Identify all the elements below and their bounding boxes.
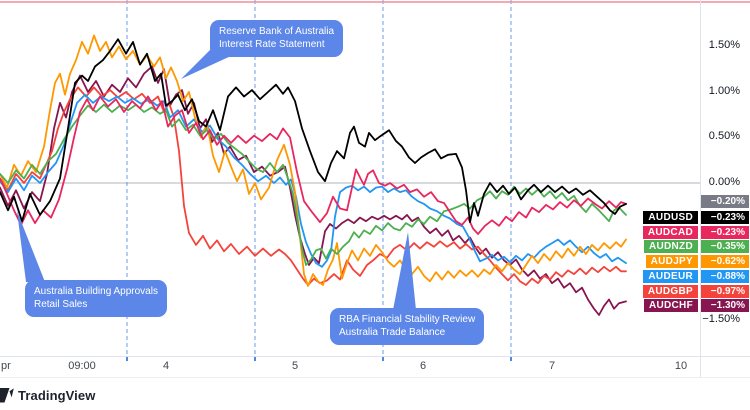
series-line-audjpy[interactable] [0,34,627,287]
callout-line: Reserve Bank of Australia [219,26,335,37]
callout-line: Interest Rate Statement [219,39,325,50]
series-line-audeur[interactable] [0,93,627,268]
legend-symbol-label-audnzd[interactable]: AUDNZD [643,240,698,253]
callout-line: Australia Trade Balance [339,327,446,338]
x-axis-tick-label: 09:00 [68,360,96,372]
event-callout-building-approvals[interactable]: Australia Building Approvals Retail Sale… [25,280,167,317]
legend-symbol-label-audchf[interactable]: AUDCHF [643,299,698,312]
event-axis-tick [382,357,384,361]
y-axis-tick-label: 0.00% [708,176,740,188]
x-axis-tick-label: 4 [162,360,170,372]
event-axis-tick [126,357,128,361]
callout-tail-rba-financial-stability-review-trade-balance [393,232,416,310]
scale-value-label-audgbp[interactable]: −0.97% [701,285,749,298]
event-callout-financial-stability-review[interactable]: RBA Financial Stability Review Australia… [330,308,485,345]
scale-value-label-audchf[interactable]: −1.30% [701,299,749,312]
event-callout-rba-rate-statement[interactable]: Reserve Bank of Australia Interest Rate … [210,20,344,57]
tradingview-logo-icon [0,387,14,402]
x-axis-tick-label: 5 [291,360,299,372]
scale-value-label-audcad[interactable]: −0.23% [701,226,749,239]
y-axis-tick-label: 0.50% [708,130,740,143]
y-axis-tick-label: 1.50% [708,39,740,52]
legend-symbol-label-audjpy[interactable]: AUDJPY [645,255,698,268]
legend-symbol-label-audusd[interactable]: AUDUSD [643,211,698,224]
tradingview-brand-text: TradingView [18,387,96,403]
callout-line: RBA Financial Stability Review [339,314,476,325]
y-axis-tick-label: −1.50% [702,312,740,325]
x-axis-tick-label: 7 [548,360,556,372]
series-line-audcad[interactable] [0,95,627,235]
event-axis-tick [254,357,256,361]
scale-value-label-audusd[interactable]: −0.23% [701,211,749,224]
scale-value-label-audjpy[interactable]: −0.62% [701,255,749,268]
legend-symbol-label-audcad[interactable]: AUDCAD [642,226,698,239]
time-axis[interactable]: pr 09:00 4 5 6 7 10 [0,356,700,377]
x-axis-tick-label: pr [1,360,11,372]
scale-value-label-audnzd[interactable]: −0.35% [701,240,749,253]
price-scale[interactable]: 1.50% 1.00% 0.50% 0.00% −1.50% [700,0,750,377]
series-line-audchf[interactable] [0,65,627,316]
callout-tail-australia-building-approvals-retail-sales [17,211,45,282]
price-scale-border [700,0,701,377]
series-line-audnzd[interactable] [0,103,627,266]
series-line-audusd[interactable] [0,38,627,224]
y-axis-tick-label: 1.00% [708,84,740,97]
legend-symbol-label-audeur[interactable]: AUDEUR [643,270,698,283]
time-axis-border [0,356,750,357]
widget-bottom-border [0,377,750,378]
x-axis-tick-label: 10 [674,360,688,372]
scale-value-label-audeur[interactable]: −0.88% [701,270,749,283]
legend-symbol-label-audgbp[interactable]: AUDGBP [642,285,698,298]
callout-line: Australia Building Approvals [34,286,158,297]
x-axis-tick-label: 6 [419,360,427,372]
top-border-line [0,1,750,3]
tradingview-attribution[interactable]: TradingView [0,385,95,405]
scale-value-label-main[interactable]: −0.20% [701,195,749,208]
callout-line: Retail Sales [34,299,88,310]
event-axis-tick [510,357,512,361]
